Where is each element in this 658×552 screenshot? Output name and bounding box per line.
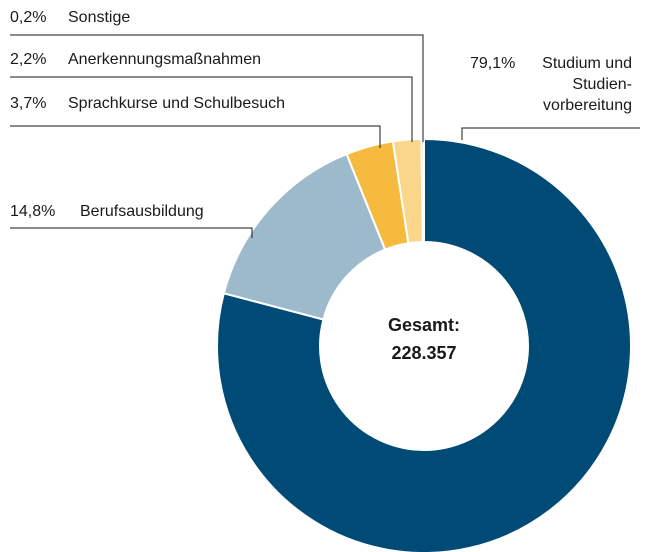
slices: [216, 137, 632, 552]
slice: [222, 152, 387, 321]
leader-line: [10, 34, 424, 142]
center-total: 228.357: [391, 343, 456, 363]
value-label: 3,7%: [10, 95, 46, 112]
category-label: Sonstige: [68, 9, 130, 26]
leader-line: [10, 76, 413, 142]
leader-line: [10, 227, 253, 238]
slice: [420, 137, 425, 244]
category-label: Studium und Studien-vorbereitung: [542, 55, 632, 114]
center-label: Gesamt:: [388, 315, 460, 335]
leader-line: [461, 127, 640, 140]
value-label: 14,8%: [10, 203, 55, 220]
category-label: Berufsausbildung: [80, 203, 204, 220]
leader-line: [10, 125, 381, 148]
category-label: Sprachkurse und Schulbesuch: [68, 95, 285, 112]
value-label: 2,2%: [10, 51, 46, 68]
slice: [216, 137, 632, 552]
value-label: 0,2%: [10, 9, 46, 26]
category-label: Anerkennungsmaßnahmen: [68, 51, 261, 68]
value-label: 79,1%: [470, 55, 515, 72]
